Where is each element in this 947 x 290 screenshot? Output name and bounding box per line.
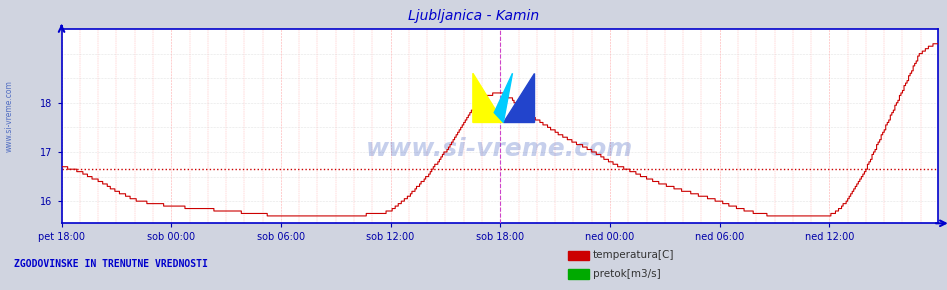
Text: ZGODOVINSKE IN TRENUTNE VREDNOSTI: ZGODOVINSKE IN TRENUTNE VREDNOSTI xyxy=(14,259,208,269)
Polygon shape xyxy=(473,73,504,122)
Text: Ljubljanica - Kamin: Ljubljanica - Kamin xyxy=(408,9,539,23)
Text: temperatura[C]: temperatura[C] xyxy=(593,250,674,260)
Text: www.si-vreme.com: www.si-vreme.com xyxy=(5,80,14,152)
Polygon shape xyxy=(504,73,534,122)
Text: pretok[m3/s]: pretok[m3/s] xyxy=(593,269,661,279)
Polygon shape xyxy=(494,73,512,122)
Text: www.si-vreme.com: www.si-vreme.com xyxy=(366,137,634,162)
